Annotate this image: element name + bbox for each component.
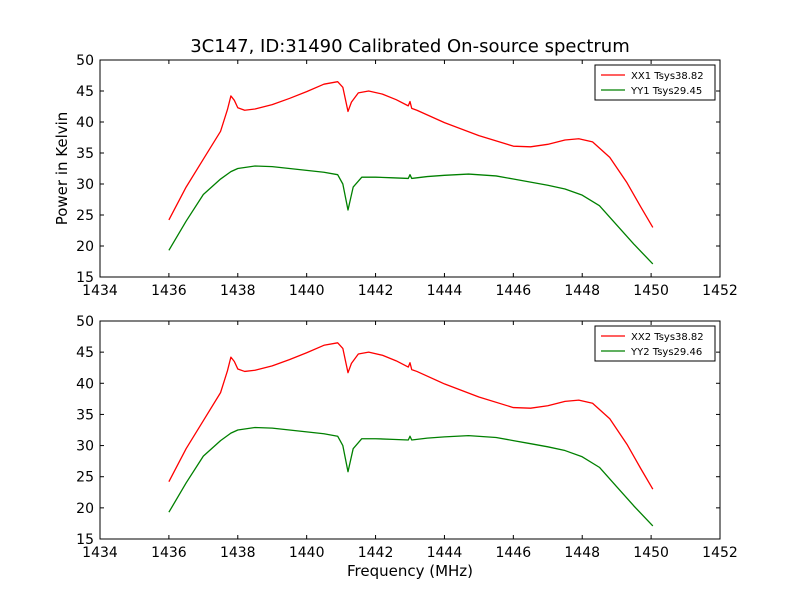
x-tick-label: 1452 <box>702 283 738 299</box>
x-tick-label: 1452 <box>702 545 738 561</box>
y-tick-label: 15 <box>76 532 94 548</box>
x-tick-label: 1442 <box>358 545 394 561</box>
legend: XX2 Tsys38.82 YY2 Tsys29.46 <box>594 325 716 362</box>
series-line-xx <box>168 342 654 490</box>
y-tick-label: 20 <box>76 501 94 517</box>
x-tick-label: 1438 <box>220 545 256 561</box>
series-line-xx <box>168 81 654 228</box>
x-tick-label: 1436 <box>151 283 187 299</box>
legend-entry-label: XX2 Tsys38.82 <box>631 332 704 343</box>
x-tick-label: 1444 <box>427 545 463 561</box>
y-tick-label: 40 <box>76 115 94 131</box>
legend-entry-label: YY1 Tsys29.45 <box>630 86 702 97</box>
legend-entry-label: YY2 Tsys29.46 <box>630 347 702 358</box>
x-tick-label: 1436 <box>151 545 187 561</box>
chart-title: 3C147, ID:31490 Calibrated On-source spe… <box>190 36 630 57</box>
x-tick-label: 1446 <box>496 545 532 561</box>
x-tick-label: 1450 <box>633 545 669 561</box>
x-axis-label: Frequency (MHz) <box>347 562 473 580</box>
x-tick-label: 1450 <box>633 283 669 299</box>
legend-entry-label: XX1 Tsys38.82 <box>631 71 704 82</box>
x-tick-label: 1434 <box>82 545 118 561</box>
series-line-yy <box>168 165 654 265</box>
legend-box <box>594 325 716 362</box>
x-tick-label: 1446 <box>496 283 532 299</box>
top-plot: 1434 1436 1438 1440 1442 1444 1446 1448 1450 1452… <box>53 53 738 299</box>
y-tick-label: 15 <box>76 270 94 286</box>
y-tick-label: 50 <box>76 53 94 69</box>
y-axis-label: Power in Kelvin <box>53 112 71 226</box>
x-tick-label: 1438 <box>220 283 256 299</box>
bottom-plot: 1434 1436 1438 1440 1442 1444 1446 1448 1450 1452… <box>76 314 738 580</box>
y-tick-label: 25 <box>76 208 94 224</box>
x-tick-label: 1444 <box>427 283 463 299</box>
x-tick-label: 1448 <box>564 283 600 299</box>
y-tick-label: 30 <box>76 439 94 455</box>
x-tick-label: 1440 <box>289 283 325 299</box>
x-tick-label: 1442 <box>358 283 394 299</box>
y-tick-label: 45 <box>76 84 94 100</box>
y-tick-label: 50 <box>76 314 94 330</box>
x-tick-label: 1448 <box>564 545 600 561</box>
y-tick-label: 35 <box>76 407 94 423</box>
legend: XX1 Tsys38.82 YY1 Tsys29.45 <box>594 64 716 101</box>
series-line-yy <box>168 426 654 527</box>
plot-frame <box>99 320 721 540</box>
x-tick-label: 1434 <box>82 283 118 299</box>
y-tick-label: 30 <box>76 177 94 193</box>
y-tick-label: 45 <box>76 345 94 361</box>
y-tick-label: 40 <box>76 376 94 392</box>
y-tick-label: 20 <box>76 239 94 255</box>
x-tick-label: 1440 <box>289 545 325 561</box>
y-tick-label: 25 <box>76 470 94 486</box>
legend-box <box>594 64 716 101</box>
plot-frame <box>99 59 721 278</box>
y-tick-label: 35 <box>76 146 94 162</box>
